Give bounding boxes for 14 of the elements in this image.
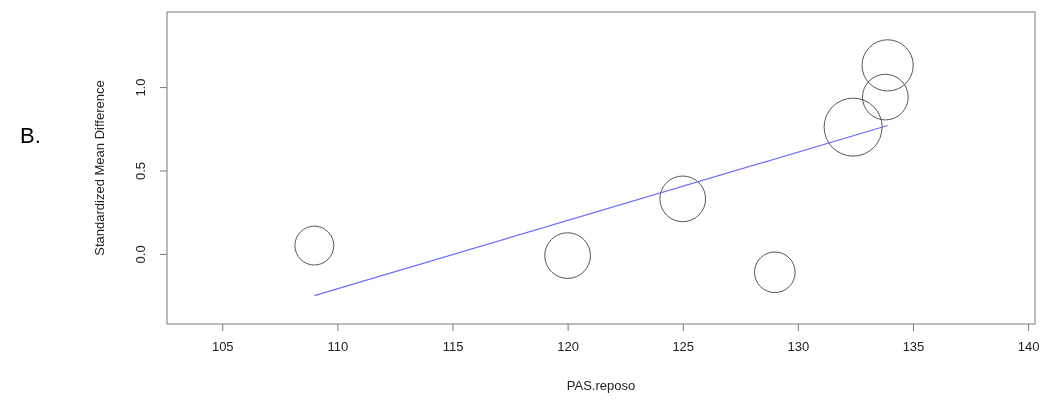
x-tick-label: 120: [557, 338, 579, 354]
x-tick-label: 115: [442, 338, 464, 354]
y-tick-label: 0.5: [133, 161, 148, 181]
x-tick-label: 105: [211, 338, 234, 354]
x-tick-label: 110: [327, 338, 349, 354]
text: B.: [20, 123, 41, 148]
x-tick-label: 135: [902, 338, 925, 354]
x-tick-label: 125: [672, 338, 695, 354]
y-axis-title: Standardized Mean Difference: [92, 80, 107, 256]
x-axis-title: PAS.reposo: [566, 378, 636, 393]
y-tick-label: 1.0: [133, 78, 148, 97]
x-tick-label: 130: [787, 338, 810, 354]
x-tick-label: 140: [1017, 338, 1040, 354]
y-tick-label: 0.0: [133, 245, 148, 264]
